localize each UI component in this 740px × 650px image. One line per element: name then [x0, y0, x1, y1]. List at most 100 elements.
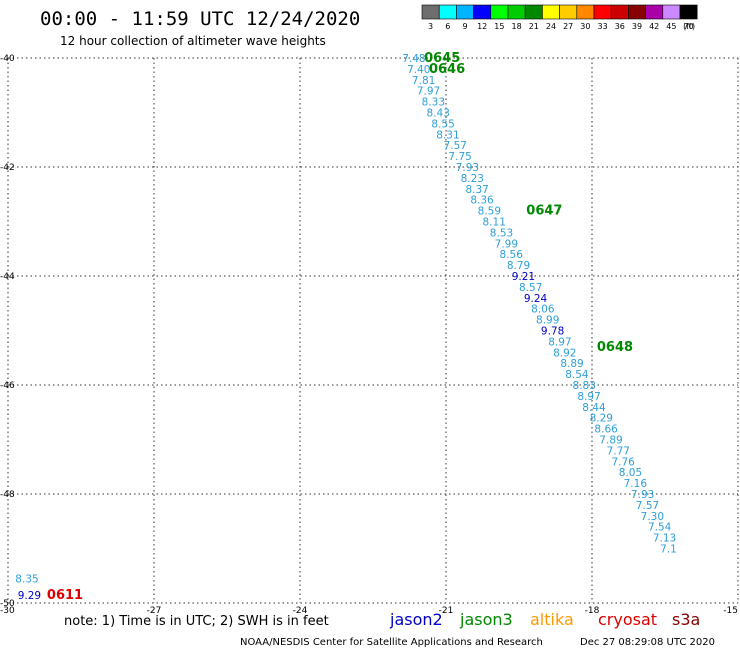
- color-bin-label: 12: [477, 22, 487, 31]
- x-tick-label: -24: [293, 606, 308, 616]
- color-swatch: [507, 4, 526, 20]
- color-bin-label: 24: [546, 22, 556, 31]
- x-tick-label: -30: [0, 606, 15, 616]
- chart-subtitle: 12 hour collection of altimeter wave hei…: [60, 34, 326, 48]
- credit-line: NOAA/NESDIS Center for Satellite Applica…: [240, 637, 543, 648]
- wave-height-value: 7.30: [641, 511, 664, 523]
- wave-height-value: 8.57: [519, 282, 542, 294]
- axis-tick-labels: -30 -27 -24 -21 -18 -15 -40 -42 -44 -46 -48 -50: [0, 54, 738, 616]
- color-bin-label: 30: [580, 22, 590, 31]
- color-swatch: [679, 4, 698, 20]
- wave-height-value: 8.59: [478, 206, 501, 218]
- x-tick-label: -15: [723, 606, 738, 616]
- wave-height-value: 8.36: [470, 195, 494, 207]
- satellite-legend-cryosat: cryosat: [598, 610, 657, 629]
- color-bin-label: 36: [615, 22, 625, 31]
- color-bin-label: 70: [684, 22, 694, 31]
- pass-time-label: 0646: [429, 62, 465, 77]
- wave-height-value: 7.16: [624, 478, 648, 490]
- color-swatch: [473, 4, 492, 20]
- pass-time-label: 0648: [597, 340, 633, 355]
- wave-height-value: 7.77: [607, 445, 630, 457]
- color-bin-label: 33: [598, 22, 608, 31]
- wave-height-value: 7.1: [660, 544, 677, 556]
- color-bin-label: 9: [462, 22, 467, 31]
- color-bin-label: 21: [529, 22, 539, 31]
- wave-height-value: 7.57: [636, 500, 659, 512]
- wave-height-value: 8.23: [461, 173, 484, 185]
- wave-height-value: 8.43: [427, 108, 450, 120]
- pass-time-label: 0645: [424, 51, 460, 66]
- y-tick-label: -50: [0, 599, 15, 609]
- y-tick-label: -44: [0, 272, 15, 282]
- wave-height-value: 8.05: [619, 467, 642, 479]
- satellite-legend-jason2: jason2: [389, 610, 443, 629]
- wave-height-value: 7.13: [653, 533, 676, 545]
- wave-height-value: 8.33: [422, 97, 445, 109]
- color-bin-label: 15: [494, 22, 504, 31]
- wave-height-value: 8.83: [573, 380, 596, 392]
- color-swatch: [438, 4, 457, 20]
- wave-height-value: 8.11: [483, 217, 506, 229]
- wave-height-value: 9.24: [524, 293, 548, 305]
- x-tick-label: -21: [439, 606, 454, 616]
- wave-height-value: 7.93: [456, 162, 479, 174]
- wave-height-value: 7.40: [407, 64, 430, 76]
- wave-height-value: 7.48: [402, 53, 425, 65]
- wave-height-value: 8.35: [15, 573, 38, 585]
- wave-height-value: 9.78: [541, 326, 564, 338]
- color-bin-label: 45: [666, 22, 676, 31]
- wave-height-value: 7.57: [444, 140, 467, 152]
- color-swatch: [610, 4, 629, 20]
- chart-title: 00:00 - 11:59 UTC 12/24/2020: [40, 8, 360, 30]
- wave-height-value: 8.31: [436, 129, 459, 141]
- y-tick-label: -46: [0, 381, 15, 391]
- color-bin-label: 27: [563, 22, 573, 31]
- color-swatch: [542, 4, 560, 20]
- color-swatch: [559, 4, 578, 20]
- color-swatch: [576, 4, 595, 20]
- wave-height-value: 8.66: [594, 424, 618, 436]
- color-unit-label: (ft): [683, 22, 695, 31]
- wave-height-value: 8.92: [553, 347, 576, 359]
- color-bin-label: 6: [445, 22, 450, 31]
- y-tick-label: -48: [0, 490, 15, 500]
- wave-height-value: 7.99: [495, 238, 518, 250]
- satellite-legend-s3a: s3a: [672, 610, 700, 629]
- color-swatch: [524, 4, 543, 20]
- pass-time-label: 0647: [526, 204, 562, 219]
- color-bin-label: 3: [428, 22, 433, 31]
- generated-timestamp: Dec 27 08:29:08 UTC 2020: [580, 637, 715, 648]
- color-swatch: [456, 4, 474, 20]
- wave-height-value: 8.37: [465, 184, 488, 196]
- units-note: note: 1) Time is in UTC; 2) SWH is in fe…: [64, 614, 329, 629]
- plot-grid: [7, 57, 739, 604]
- color-bin-label: 18: [512, 22, 522, 31]
- satellite-legend: jason2 jason3 altika cryosat s3a: [389, 610, 700, 629]
- color-swatch: [628, 4, 646, 20]
- color-swatch: [645, 4, 664, 20]
- wave-height-value: 9.21: [512, 271, 535, 283]
- wave-height-value: 9.29: [18, 590, 41, 602]
- x-tick-label: -27: [147, 606, 162, 616]
- color-bin-label: 39: [632, 22, 642, 31]
- wave-height-value: 8.56: [500, 249, 524, 261]
- wave-height-value: 8.97: [548, 336, 571, 348]
- y-tick-label: -42: [0, 163, 15, 173]
- wave-height-value: 8.97: [577, 391, 600, 403]
- color-scale: 3 6 9 12 15 18 21 24 27 30 33 36 39 42 45 70(ft): [421, 4, 698, 31]
- wave-height-value: 7.75: [448, 151, 471, 163]
- color-swatch: [593, 4, 612, 20]
- wave-height-value: 8.29: [590, 413, 613, 425]
- color-bin-label: 42: [649, 22, 659, 31]
- wave-height-value: 7.89: [599, 435, 622, 447]
- wave-height-points: 7.487.407.817.978.338.438.558.317.577.75…: [15, 53, 677, 602]
- y-tick-label: -40: [0, 54, 15, 64]
- color-swatch: [421, 4, 440, 20]
- wave-height-value: 7.54: [648, 522, 672, 534]
- color-swatch: [490, 4, 509, 20]
- wave-height-value: 8.54: [565, 369, 589, 381]
- wave-height-value: 7.97: [417, 86, 440, 98]
